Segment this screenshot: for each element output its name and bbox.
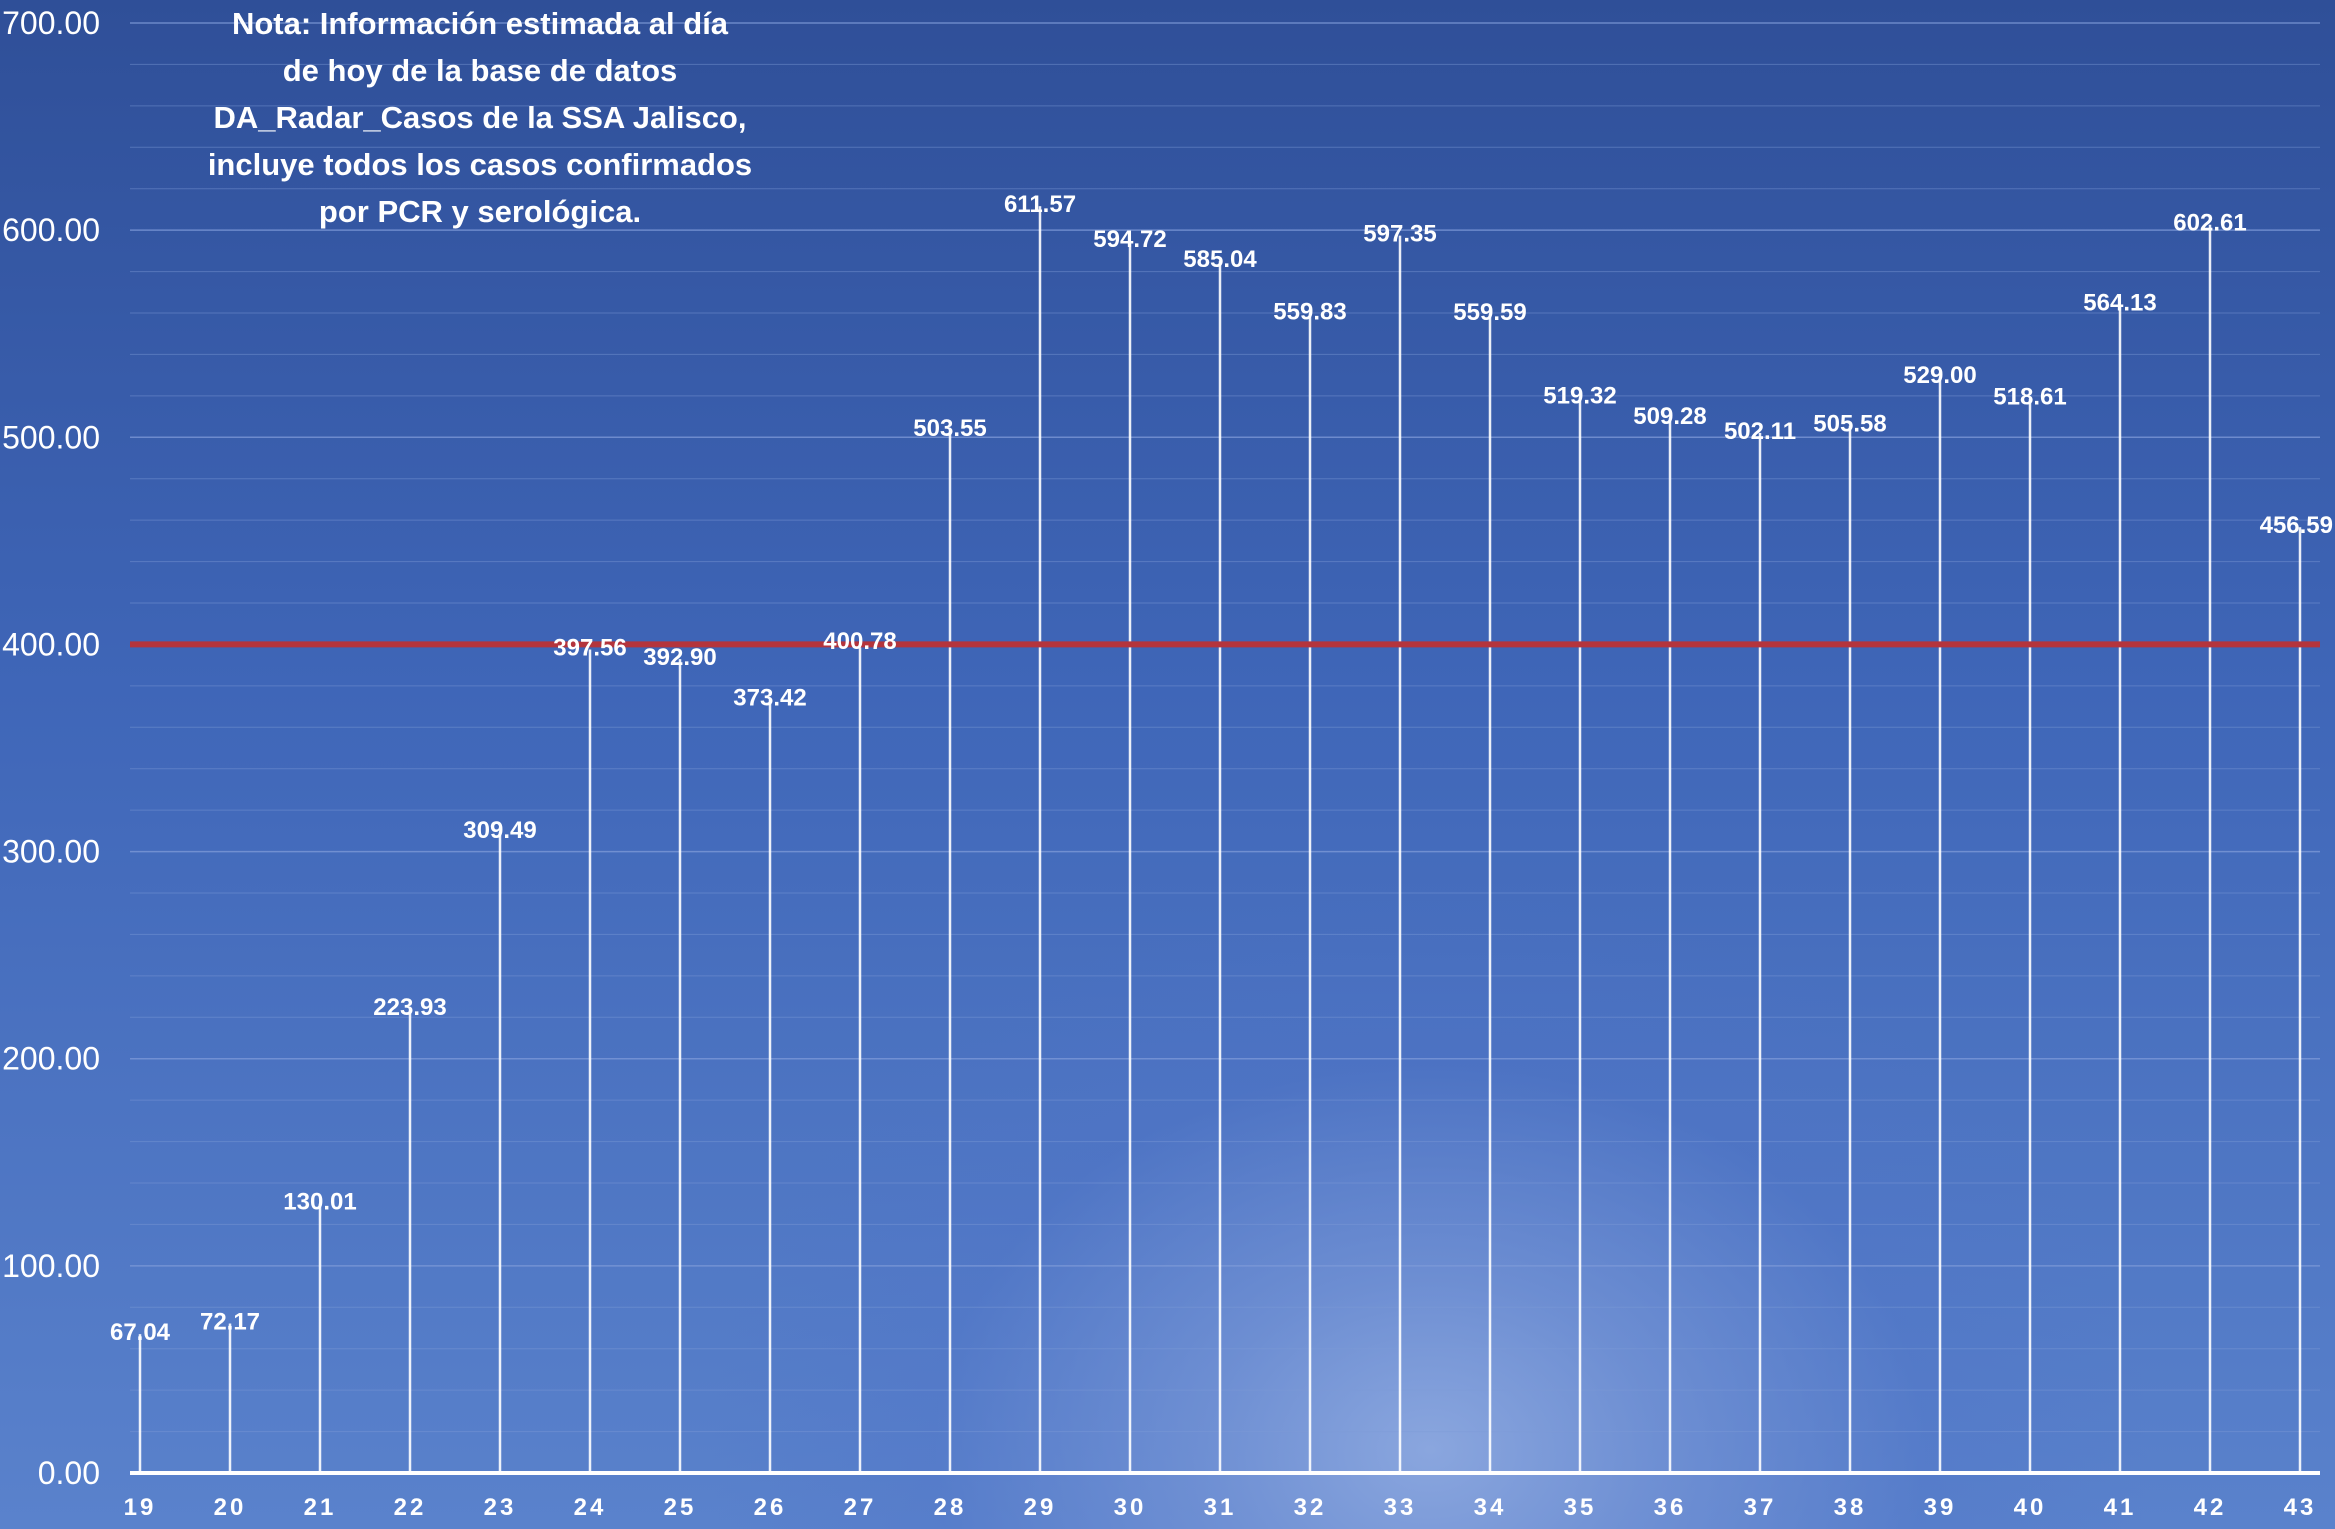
- bar: [1578, 397, 1582, 1473]
- data-label: 529.00: [1903, 362, 1976, 389]
- bar: [1938, 377, 1942, 1473]
- bar: [408, 1009, 412, 1473]
- data-label: 594.72: [1093, 226, 1166, 253]
- data-label: 309.49: [463, 817, 536, 844]
- x-tick-label: 26: [754, 1494, 787, 1521]
- x-tick-label: 35: [1564, 1494, 1597, 1521]
- y-tick-label: 0.00: [38, 1455, 100, 1491]
- bar: [498, 831, 502, 1473]
- x-tick-label: 21: [304, 1494, 337, 1521]
- bars: [138, 206, 2302, 1474]
- data-label: 505.58: [1813, 411, 1886, 438]
- x-tick-label: 34: [1474, 1494, 1507, 1521]
- bar: [2298, 527, 2302, 1473]
- x-tick-label: 43: [2284, 1494, 2317, 1521]
- bar: [858, 642, 862, 1473]
- bar: [588, 649, 592, 1473]
- bar: [2208, 224, 2212, 1473]
- y-axis-ticks: 0.00 100.00 200.00 300.00 400.00 500.00 600.00…: [2, 5, 100, 1491]
- data-label: 503.55: [913, 415, 986, 442]
- bar: [1128, 241, 1132, 1474]
- data-label: 519.32: [1543, 382, 1616, 409]
- x-tick-label: 33: [1384, 1494, 1417, 1521]
- bar: [1758, 432, 1762, 1473]
- x-tick-label: 31: [1204, 1494, 1237, 1521]
- data-label: 130.01: [283, 1189, 356, 1216]
- data-label: 559.83: [1273, 298, 1346, 325]
- data-label: 502.11: [1724, 418, 1796, 445]
- x-tick-label: 28: [934, 1494, 967, 1521]
- bar: [1848, 425, 1852, 1473]
- bar: [1218, 261, 1222, 1473]
- data-labels: 67.04 72.17 130.01 223.93 309.49 397.56 392.90…: [110, 191, 2333, 1346]
- x-tick-label: 40: [2014, 1494, 2047, 1521]
- x-tick-label: 39: [1924, 1494, 1957, 1521]
- y-tick-label: 700.00: [2, 5, 100, 41]
- data-label: 597.35: [1363, 221, 1436, 248]
- y-tick-label: 300.00: [2, 834, 100, 870]
- x-tick-label: 22: [394, 1494, 427, 1521]
- bar: [138, 1334, 142, 1473]
- data-label: 397.56: [553, 634, 626, 661]
- data-label: 564.13: [2083, 289, 2156, 316]
- y-tick-label: 200.00: [2, 1041, 100, 1077]
- x-axis: 19 20 21 22 23 24 25 26 27 28 29 30 31 32 33 34 35 36 37 38…: [124, 1471, 2320, 1521]
- x-tick-label: 29: [1024, 1494, 1057, 1521]
- data-label: 392.90: [643, 644, 716, 671]
- data-label: 509.28: [1633, 403, 1706, 430]
- data-label: 223.93: [373, 994, 446, 1021]
- data-label: 373.42: [733, 684, 806, 711]
- x-tick-label: 20: [214, 1494, 247, 1521]
- x-tick-label: 42: [2194, 1494, 2227, 1521]
- x-tick-label: 30: [1114, 1494, 1147, 1521]
- x-tick-label: 25: [664, 1494, 697, 1521]
- bar: [2028, 398, 2032, 1473]
- x-tick-label: 41: [2104, 1494, 2137, 1521]
- data-label: 585.04: [1183, 246, 1257, 273]
- data-label: 400.78: [823, 628, 896, 655]
- bar: [678, 659, 682, 1473]
- x-tick-label: 27: [844, 1494, 877, 1521]
- y-tick-label: 500.00: [2, 419, 100, 455]
- bar: [1488, 313, 1492, 1474]
- bar: [318, 1203, 322, 1473]
- bar: [1668, 418, 1672, 1473]
- bar: [1038, 206, 1042, 1474]
- bar: [948, 429, 952, 1473]
- data-label: 72.17: [200, 1309, 260, 1336]
- bar: [228, 1323, 232, 1473]
- x-tick-label: 23: [484, 1494, 517, 1521]
- data-label: 611.57: [1004, 191, 1076, 218]
- grid-lines: [130, 22, 2320, 1474]
- y-tick-label: 400.00: [2, 626, 100, 662]
- x-tick-label: 19: [124, 1494, 157, 1521]
- chart-annotation-note: Nota: Información estimada al día de hoy…: [207, 6, 753, 229]
- x-tick-label: 38: [1834, 1494, 1867, 1521]
- data-label: 559.59: [1453, 299, 1526, 326]
- data-label: 518.61: [1993, 384, 2066, 411]
- bar: [768, 699, 772, 1473]
- x-tick-label: 36: [1654, 1494, 1687, 1521]
- y-tick-label: 100.00: [2, 1248, 100, 1284]
- data-label: 67.04: [110, 1319, 171, 1346]
- x-tick-label: 32: [1294, 1494, 1327, 1521]
- bar: [1308, 313, 1312, 1473]
- y-tick-label: 600.00: [2, 212, 100, 248]
- bar: [1398, 235, 1402, 1474]
- data-label: 602.61: [2173, 210, 2246, 237]
- data-label: 456.59: [2260, 512, 2333, 539]
- x-tick-label: 24: [574, 1494, 607, 1521]
- bar: [2118, 304, 2122, 1473]
- x-tick-label: 37: [1744, 1494, 1777, 1521]
